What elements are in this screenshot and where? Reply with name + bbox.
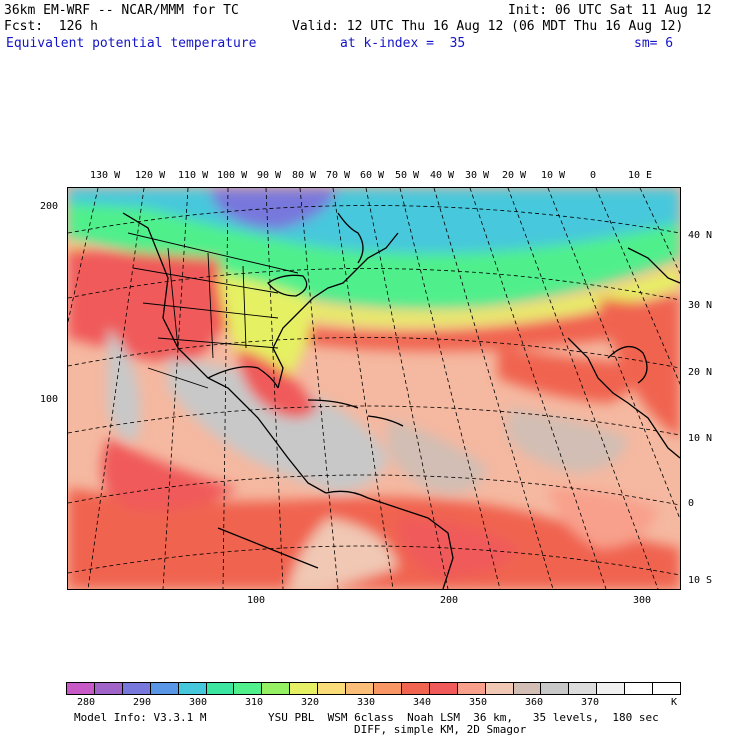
colorbar-unit: K [670, 697, 678, 708]
lat-label: 10 S [688, 575, 713, 586]
forecast-hour: Fcst: 126 h [4, 19, 98, 34]
colorbar-swatch [429, 683, 458, 694]
colorbar-swatch [206, 683, 235, 694]
theta-e-map [67, 187, 681, 590]
lat-label: 20 N [688, 367, 713, 378]
colorbar-swatch [94, 683, 123, 694]
colorbar-label: 300 [188, 697, 208, 708]
lon-label: 80 W [292, 170, 317, 181]
colorbar-label: 330 [356, 697, 376, 708]
map-image [68, 188, 680, 589]
colorbar-swatch [234, 683, 263, 694]
colorbar-swatch [653, 683, 680, 694]
lat-label: 30 N [688, 300, 713, 311]
lon-label: 70 W [326, 170, 351, 181]
model-info: Model Info: V3.3.1 M [74, 711, 207, 724]
lon-label: 130 W [90, 170, 121, 181]
lon-label: 100 W [217, 170, 248, 181]
model-title: 36km EM-WRF -- NCAR/MMM for TC [4, 3, 239, 18]
colorbar-label: 350 [468, 697, 488, 708]
lon-label: 10 W [541, 170, 566, 181]
colorbar-swatch [569, 683, 598, 694]
lon-label: 110 W [178, 170, 209, 181]
lon-label: 50 W [395, 170, 420, 181]
diffusion-info: DIFF, simple KM, 2D Smagor [354, 723, 527, 736]
colorbar-swatch [67, 683, 95, 694]
smoothing-info: sm= 6 [634, 36, 674, 51]
lat-label: 0 [688, 498, 695, 509]
colorbar-swatch [457, 683, 486, 694]
lon-label: 30 W [465, 170, 490, 181]
lon-label: 40 W [430, 170, 455, 181]
color-scale-bar [66, 682, 681, 695]
colorbar-label: 360 [524, 697, 544, 708]
init-time: Init: 06 UTC Sat 11 Aug 12 [508, 3, 712, 18]
lon-label: 90 W [257, 170, 282, 181]
colorbar-swatch [541, 683, 570, 694]
lon-label: 10 E [628, 170, 653, 181]
colorbar-swatch [485, 683, 514, 694]
valid-time: Valid: 12 UTC Thu 16 Aug 12 (06 MDT Thu … [292, 19, 684, 34]
colorbar-swatch [262, 683, 291, 694]
lon-label: 120 W [135, 170, 166, 181]
colorbar-swatch [178, 683, 207, 694]
colorbar-label: 320 [300, 697, 320, 708]
lon-label: 20 W [502, 170, 527, 181]
lat-label: 10 N [688, 433, 713, 444]
colorbar-swatch [318, 683, 347, 694]
lat-label: 40 N [688, 230, 713, 241]
colorbar-swatch [346, 683, 374, 694]
colorbar-swatch [597, 683, 626, 694]
level-info: at k-index = 35 [340, 36, 466, 51]
grid-x-label: 200 [440, 595, 459, 606]
grid-x-label: 100 [247, 595, 266, 606]
colorbar-label: 310 [244, 697, 264, 708]
colorbar-swatch [401, 683, 430, 694]
colorbar-label: 280 [76, 697, 96, 708]
colorbar-swatch [150, 683, 179, 694]
lon-label: 60 W [360, 170, 385, 181]
colorbar-swatch [625, 683, 654, 694]
colorbar-swatch [290, 683, 319, 694]
grid-y-label: 100 [40, 394, 59, 405]
colorbar-swatch [122, 683, 151, 694]
grid-y-label: 200 [40, 201, 59, 212]
colorbar-label: 370 [580, 697, 600, 708]
grid-x-label: 300 [633, 595, 652, 606]
physics-info: YSU PBL WSM 6class Noah LSM 36 km, 35 le… [268, 711, 659, 724]
field-name: Equivalent potential temperature [6, 36, 257, 51]
colorbar-swatch [373, 683, 402, 694]
colorbar-label: 340 [412, 697, 432, 708]
colorbar-label: 290 [132, 697, 152, 708]
colorbar-swatch [513, 683, 542, 694]
lon-label: 0 [590, 170, 597, 181]
